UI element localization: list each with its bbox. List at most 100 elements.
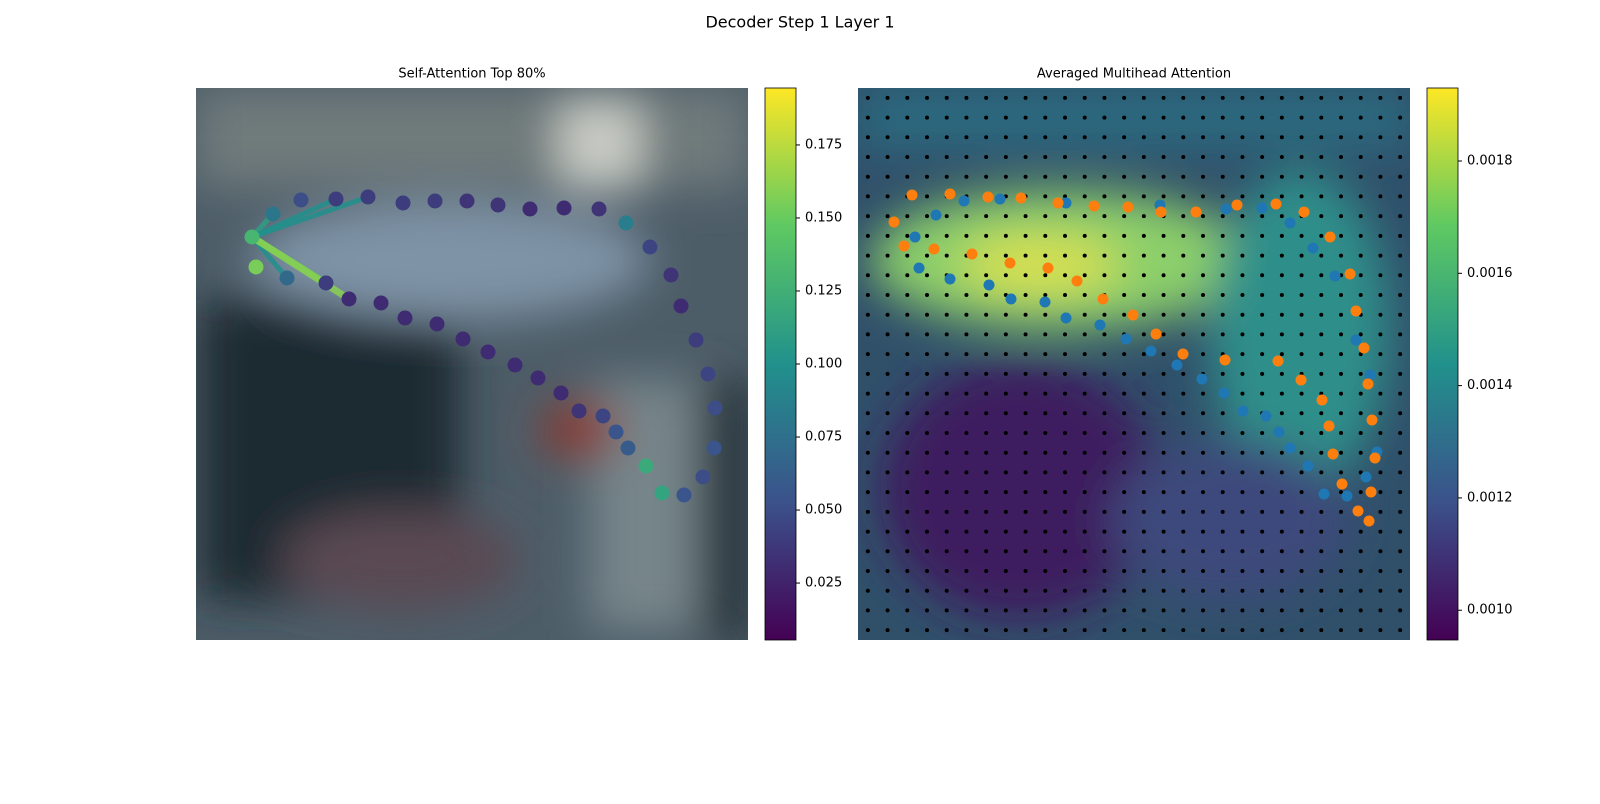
reference-dot: [1378, 293, 1383, 297]
reference-dot: [1122, 569, 1127, 573]
sampling-point: [1336, 478, 1348, 490]
reference-dot: [1260, 628, 1265, 633]
reference-dot: [964, 391, 969, 396]
reference-dot: [1003, 95, 1008, 100]
reference-dot: [1102, 391, 1107, 396]
reference-dot: [905, 233, 910, 238]
reference-dot: [1201, 155, 1205, 159]
reference-dot: [1181, 233, 1186, 238]
reference-dot: [944, 253, 949, 258]
reference-dot: [1279, 95, 1284, 100]
reference-dot: [1023, 470, 1028, 475]
reference-dot: [1102, 312, 1107, 317]
reference-dot: [1398, 293, 1403, 297]
reference-dot: [1398, 509, 1403, 514]
reference-dot: [1339, 371, 1343, 376]
reference-dot: [1240, 569, 1245, 573]
reference-dot: [1122, 273, 1127, 278]
attention-point: [530, 370, 546, 386]
colorbar: [764, 87, 797, 641]
reference-dot: [1043, 194, 1048, 199]
reference-dot: [984, 135, 989, 140]
reference-dot: [1260, 450, 1265, 455]
reference-dot: [1082, 332, 1087, 337]
reference-dot: [944, 391, 949, 396]
colorbar-tick-label: 0.150: [805, 210, 842, 225]
reference-dot: [1102, 490, 1107, 495]
reference-dot: [1339, 115, 1343, 120]
reference-dot: [925, 115, 929, 120]
reference-dot: [1082, 214, 1087, 219]
reference-dot: [1358, 135, 1363, 140]
reference-dot: [944, 470, 949, 475]
reference-dot: [1279, 312, 1284, 317]
reference-dot: [1220, 174, 1225, 179]
attention-point: [341, 291, 357, 307]
reference-dot: [1279, 332, 1284, 337]
reference-dot: [1023, 608, 1028, 613]
reference-dot: [1141, 273, 1146, 278]
sampling-point: [1350, 334, 1362, 346]
reference-dot: [885, 529, 890, 534]
reference-dot: [865, 628, 870, 633]
reference-dot: [1063, 214, 1067, 219]
reference-dot: [1003, 214, 1008, 219]
sampling-point: [1260, 410, 1272, 422]
reference-dot: [1398, 371, 1403, 376]
reference-dot: [1299, 628, 1304, 633]
reference-dot: [925, 431, 929, 435]
reference-dot: [1201, 352, 1205, 357]
reference-dot: [1023, 135, 1028, 140]
reference-dot: [1161, 490, 1166, 495]
reference-dot: [885, 352, 890, 357]
reference-dot: [1122, 549, 1127, 554]
reference-dot: [905, 273, 910, 278]
reference-dot: [1378, 115, 1383, 120]
sampling-point: [928, 243, 940, 255]
reference-dot: [1043, 628, 1048, 633]
reference-dot: [964, 509, 969, 514]
reference-dot: [1122, 470, 1127, 475]
sampling-point: [1120, 333, 1132, 345]
reference-dot: [964, 115, 969, 120]
reference-dot: [944, 233, 949, 238]
reference-dot: [1082, 549, 1087, 554]
reference-dot: [1220, 233, 1225, 238]
reference-dot: [1319, 332, 1324, 337]
attention-link: [249, 194, 371, 240]
reference-dot: [1082, 371, 1087, 376]
reference-dot: [1378, 332, 1383, 337]
reference-dot: [1003, 332, 1008, 337]
reference-dot: [1063, 352, 1067, 357]
reference-dot: [1220, 608, 1225, 613]
reference-dot: [1378, 431, 1383, 435]
reference-dot: [1063, 95, 1067, 100]
reference-dot: [1398, 174, 1403, 179]
reference-dot: [1319, 450, 1324, 455]
sampling-point: [944, 188, 956, 200]
reference-dot: [1043, 509, 1048, 514]
reference-dot: [885, 608, 890, 613]
reference-dot: [925, 332, 929, 337]
reference-dot: [1082, 293, 1087, 297]
reference-dot: [1260, 470, 1265, 475]
reference-dot: [1339, 431, 1343, 435]
attention-point: [244, 229, 260, 245]
reference-dot: [1378, 174, 1383, 179]
attention-point: [700, 366, 716, 382]
reference-dot: [1358, 608, 1363, 613]
reference-dot: [1003, 490, 1008, 495]
sampling-point: [913, 262, 925, 274]
reference-dot: [1398, 588, 1403, 593]
reference-dot: [1260, 273, 1265, 278]
reference-dot: [905, 628, 910, 633]
reference-dot: [1378, 194, 1383, 199]
reference-dot: [1260, 293, 1265, 297]
reference-dot: [1063, 293, 1067, 297]
reference-dot: [964, 332, 969, 337]
reference-dot: [1043, 95, 1048, 100]
sampling-point: [1005, 293, 1017, 305]
reference-dot: [1240, 608, 1245, 613]
reference-dot: [1122, 174, 1127, 179]
reference-dot: [865, 450, 870, 455]
